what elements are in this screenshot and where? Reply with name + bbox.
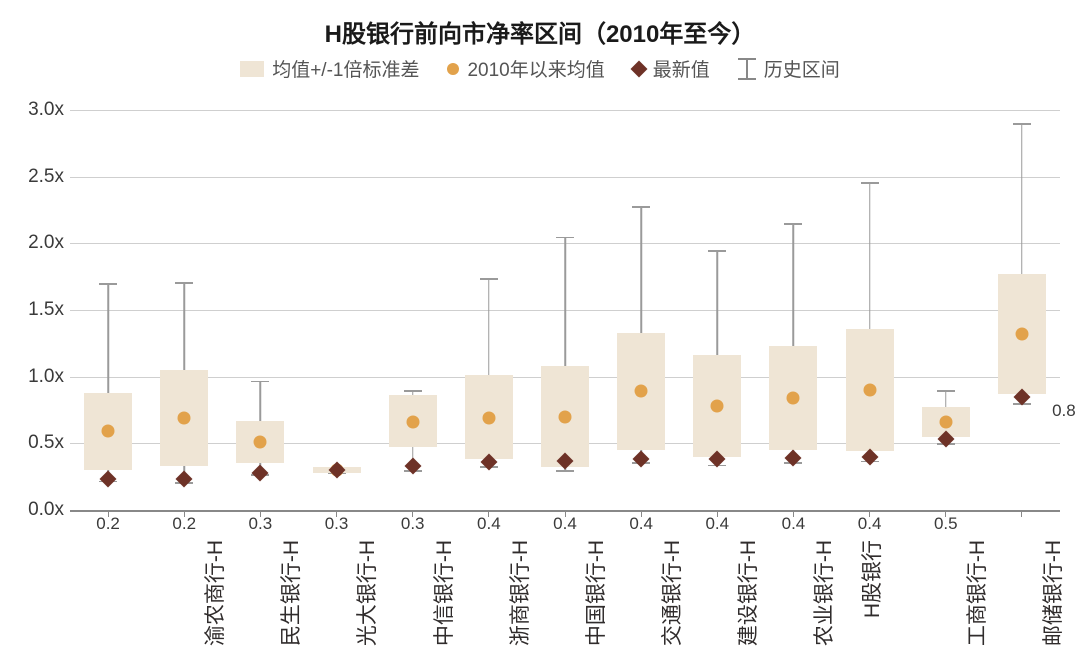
latest-value-label: 0.4	[858, 514, 882, 534]
x-tick	[260, 510, 261, 517]
legend: 均值+/-1倍标准差 2010年以来均值 最新值 历史区间	[0, 55, 1080, 82]
legend-swatch-diamond	[630, 60, 647, 77]
legend-label-range: 历史区间	[764, 55, 840, 82]
gridline	[70, 177, 1060, 178]
x-tick	[945, 510, 946, 517]
x-tick	[793, 510, 794, 517]
whisker-cap	[251, 381, 269, 383]
x-tick	[184, 510, 185, 517]
latest-value-label: 0.4	[705, 514, 729, 534]
x-tick-label: 邮储银行-H	[1037, 540, 1067, 646]
whisker-cap	[404, 390, 422, 392]
whisker-cap	[1013, 123, 1031, 125]
whisker-cap	[861, 182, 879, 184]
latest-value-label: 0.4	[782, 514, 806, 534]
latest-value-label: 0.4	[553, 514, 577, 534]
whisker-cap	[480, 278, 498, 280]
y-tick-label: 1.5x	[28, 299, 64, 321]
legend-label-mean: 2010年以来均值	[467, 55, 604, 82]
whisker-cap	[937, 390, 955, 392]
y-tick-label: 2.0x	[28, 232, 64, 254]
legend-label-stdband: 均值+/-1倍标准差	[272, 55, 419, 82]
latest-marker	[100, 471, 117, 488]
mean-marker	[482, 412, 495, 425]
mean-marker	[406, 416, 419, 429]
mean-marker	[1015, 328, 1028, 341]
legend-item-range: 历史区间	[738, 55, 840, 82]
x-tick	[336, 510, 337, 517]
mean-marker	[178, 412, 191, 425]
x-tick-label: 浙商银行-H	[504, 540, 534, 646]
legend-swatch-errorbar	[738, 58, 756, 80]
whisker-cap	[556, 237, 574, 239]
mean-marker	[863, 384, 876, 397]
x-tick-label: 工商银行-H	[961, 540, 991, 646]
x-tick-label: 民生银行-H	[275, 540, 305, 646]
y-tick-label: 3.0x	[28, 99, 64, 121]
x-tick-label: 中国银行-H	[580, 540, 610, 646]
latest-value-label: 0.8	[1052, 401, 1076, 421]
legend-swatch-box	[240, 61, 264, 77]
legend-item-latest: 最新值	[633, 55, 710, 82]
mean-marker	[102, 425, 115, 438]
y-tick-label: 0.0x	[28, 499, 64, 521]
x-tick	[641, 510, 642, 517]
legend-label-latest: 最新值	[653, 55, 710, 82]
legend-item-stdband: 均值+/-1倍标准差	[240, 55, 419, 82]
y-tick-label: 1.0x	[28, 366, 64, 388]
latest-value-label: 0.3	[401, 514, 425, 534]
mean-marker	[559, 410, 572, 423]
whisker-cap	[99, 283, 117, 285]
mean-marker	[939, 416, 952, 429]
latest-marker	[252, 464, 269, 481]
whisker-cap	[784, 223, 802, 225]
y-tick-label: 2.5x	[28, 166, 64, 188]
x-tick	[488, 510, 489, 517]
x-tick-label: 交通银行-H	[656, 540, 686, 646]
x-tick	[1021, 510, 1022, 517]
x-tick	[565, 510, 566, 517]
latest-marker	[633, 451, 650, 468]
x-tick-label: 农业银行-H	[808, 540, 838, 646]
latest-value-label: 0.2	[96, 514, 120, 534]
x-tick-label: 建设银行-H	[732, 540, 762, 646]
latest-marker	[176, 471, 193, 488]
latest-value-label: 0.5	[934, 514, 958, 534]
latest-value-label: 0.2	[172, 514, 196, 534]
x-tick	[108, 510, 109, 517]
y-tick-label: 0.5x	[28, 432, 64, 454]
mean-marker	[254, 436, 267, 449]
mean-marker	[635, 385, 648, 398]
x-tick-label: H股银行	[857, 540, 887, 618]
latest-marker	[785, 450, 802, 467]
latest-value-label: 0.4	[629, 514, 653, 534]
x-tick	[717, 510, 718, 517]
whisker-cap	[708, 250, 726, 252]
x-tick	[869, 510, 870, 517]
x-tick-label: 渝农商行-H	[199, 540, 229, 646]
x-tick-label: 光大银行-H	[352, 540, 382, 646]
latest-marker	[328, 462, 345, 479]
latest-marker	[404, 458, 421, 475]
mean-marker	[787, 392, 800, 405]
mean-marker	[711, 400, 724, 413]
latest-value-label: 0.3	[325, 514, 349, 534]
whisker-cap	[175, 282, 193, 284]
gridline	[70, 110, 1060, 111]
latest-value-label: 0.4	[477, 514, 501, 534]
x-tick-label: 中信银行-H	[428, 540, 458, 646]
legend-item-mean: 2010年以来均值	[447, 55, 604, 82]
x-tick	[412, 510, 413, 517]
latest-value-label: 0.3	[249, 514, 273, 534]
whisker-cap	[632, 206, 650, 208]
legend-swatch-dot	[447, 63, 459, 75]
whisker-cap	[556, 470, 574, 472]
chart-title: H股银行前向市净率区间（2010年至今）	[0, 0, 1080, 49]
